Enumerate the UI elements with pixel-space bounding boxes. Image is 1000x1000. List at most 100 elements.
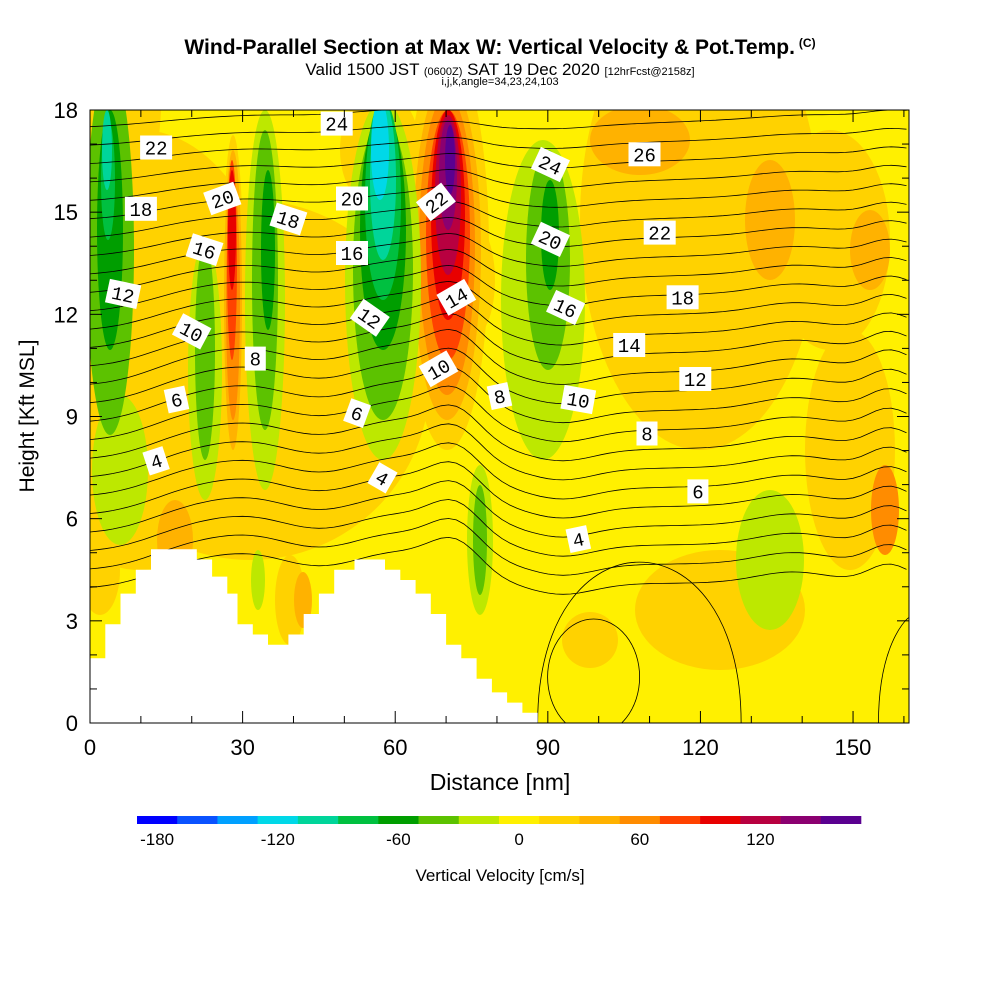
x-tick-label: 120 <box>682 735 719 760</box>
theta-contour-line <box>90 127 907 164</box>
velocity-cell <box>371 110 389 200</box>
colorbar-bin <box>137 816 178 824</box>
theta-contour-line <box>90 404 907 462</box>
contour-label-text: 4 <box>571 529 587 553</box>
contour-label-box <box>269 202 308 236</box>
theta-contour-line <box>90 216 907 256</box>
contour-label-box <box>171 313 212 350</box>
colorbar-bin <box>659 816 701 824</box>
theta-contour-line <box>90 110 390 128</box>
colorbar-tick-label: -180 <box>140 830 174 849</box>
contour-label-box <box>343 398 372 428</box>
contour-label: 8 <box>636 421 658 447</box>
theta-contour-line <box>90 480 907 538</box>
contour-label-text: 10 <box>565 389 591 415</box>
theta-contour-line <box>90 347 907 405</box>
contour-label: 22 <box>140 135 173 161</box>
velocity-cell <box>445 125 455 195</box>
colorbar-bin <box>740 816 781 824</box>
contour-label-text: 6 <box>692 482 703 504</box>
contour-label-text: 18 <box>671 288 694 310</box>
contour-label-box <box>666 285 699 310</box>
contour-label: 26 <box>628 142 661 167</box>
x-tick-label: 0 <box>84 735 96 760</box>
contour-label: 10 <box>560 384 597 415</box>
contour-label-box <box>185 233 224 266</box>
contour-label: 16 <box>185 233 224 266</box>
contour-label-box <box>336 241 368 265</box>
contour-label: 8 <box>244 346 266 372</box>
axes: 0 30 60 90 120 150 0 3 6 9 12 15 18 <box>54 98 909 760</box>
contour-label: 22 <box>643 220 676 246</box>
contour-label-box <box>203 181 242 216</box>
theta-contour-line <box>537 561 742 723</box>
contour-label-box <box>636 421 658 446</box>
contour-label: 16 <box>336 241 368 266</box>
contour-label-text: 24 <box>325 115 348 137</box>
velocity-cell <box>736 490 804 630</box>
theta-contours <box>90 110 909 723</box>
x-tick-label: 30 <box>230 735 254 760</box>
contour-label: 24 <box>530 146 570 183</box>
contour-label-text: 20 <box>341 190 364 212</box>
contour-label-box <box>613 333 646 357</box>
colorbar-tick-label: 60 <box>630 830 649 849</box>
theta-contour-line <box>90 264 907 312</box>
contour-label-box <box>486 382 513 411</box>
contour-label: 12 <box>679 367 712 392</box>
contour-label: 18 <box>666 285 699 310</box>
chart-subtitle: Valid 1500 JST (0600Z) SAT 19 Dec 2020 [… <box>305 60 695 79</box>
contour-label-box <box>163 385 190 414</box>
y-tick-label: 15 <box>54 200 78 225</box>
colorbar-label: Vertical Velocity [cm/s] <box>415 866 584 885</box>
colorbar-bin <box>619 816 661 824</box>
colorbar-tick-label: 0 <box>514 830 523 849</box>
theta-contour-line <box>90 328 907 385</box>
colorbar-bin <box>297 816 339 824</box>
theta-contour-line <box>90 146 907 183</box>
y-tick-label: 12 <box>54 302 78 327</box>
theta-contour-line <box>90 536 907 595</box>
colorbar-bin <box>338 816 379 824</box>
theta-contour-line <box>90 280 907 330</box>
contour-label-box <box>530 221 570 258</box>
theta-contour-line <box>90 164 907 201</box>
contour-label: 18 <box>124 196 157 222</box>
contour-label-box <box>679 367 712 391</box>
contour-label: 20 <box>336 186 368 212</box>
colorbar-bin <box>458 816 500 824</box>
contour-label: 6 <box>163 385 190 414</box>
contour-label-box <box>530 146 570 183</box>
colorbar-bin <box>700 816 741 824</box>
x-tick-label: 90 <box>536 735 560 760</box>
y-tick-label: 18 <box>54 98 78 123</box>
contour-label-box <box>546 289 586 326</box>
contour-label-text: 22 <box>648 224 671 246</box>
colorbar-bin <box>499 816 540 824</box>
theta-contour-line <box>90 312 907 367</box>
contour-label-box <box>560 384 597 415</box>
velocity-cell <box>770 130 890 350</box>
colorbar-bin <box>539 816 580 824</box>
y-axis-label: Height [Kft MSL] <box>16 340 39 493</box>
velocity-cell <box>562 612 618 668</box>
y-tick-label: 3 <box>66 609 78 634</box>
contour-label-box <box>418 350 459 388</box>
colorbar-bin <box>177 816 218 824</box>
theta-contour-line <box>90 385 907 443</box>
contour-label-box <box>415 182 456 222</box>
velocity-cell <box>275 555 305 645</box>
theta-contour-line <box>90 423 907 481</box>
velocity-cell <box>473 485 487 595</box>
y-tick-label: 6 <box>66 507 78 532</box>
contour-label: 6 <box>343 398 372 428</box>
contour-label-text: 12 <box>684 370 707 392</box>
velocity-cell <box>745 160 795 280</box>
contour-label: 24 <box>320 111 353 137</box>
colorbar-tick-label: -120 <box>261 830 295 849</box>
theta-contour-line <box>878 617 909 723</box>
y-tick-label: 9 <box>66 405 78 430</box>
velocity-cell <box>871 465 899 555</box>
theta-contour-line <box>90 518 907 576</box>
contour-label-box <box>349 298 390 337</box>
